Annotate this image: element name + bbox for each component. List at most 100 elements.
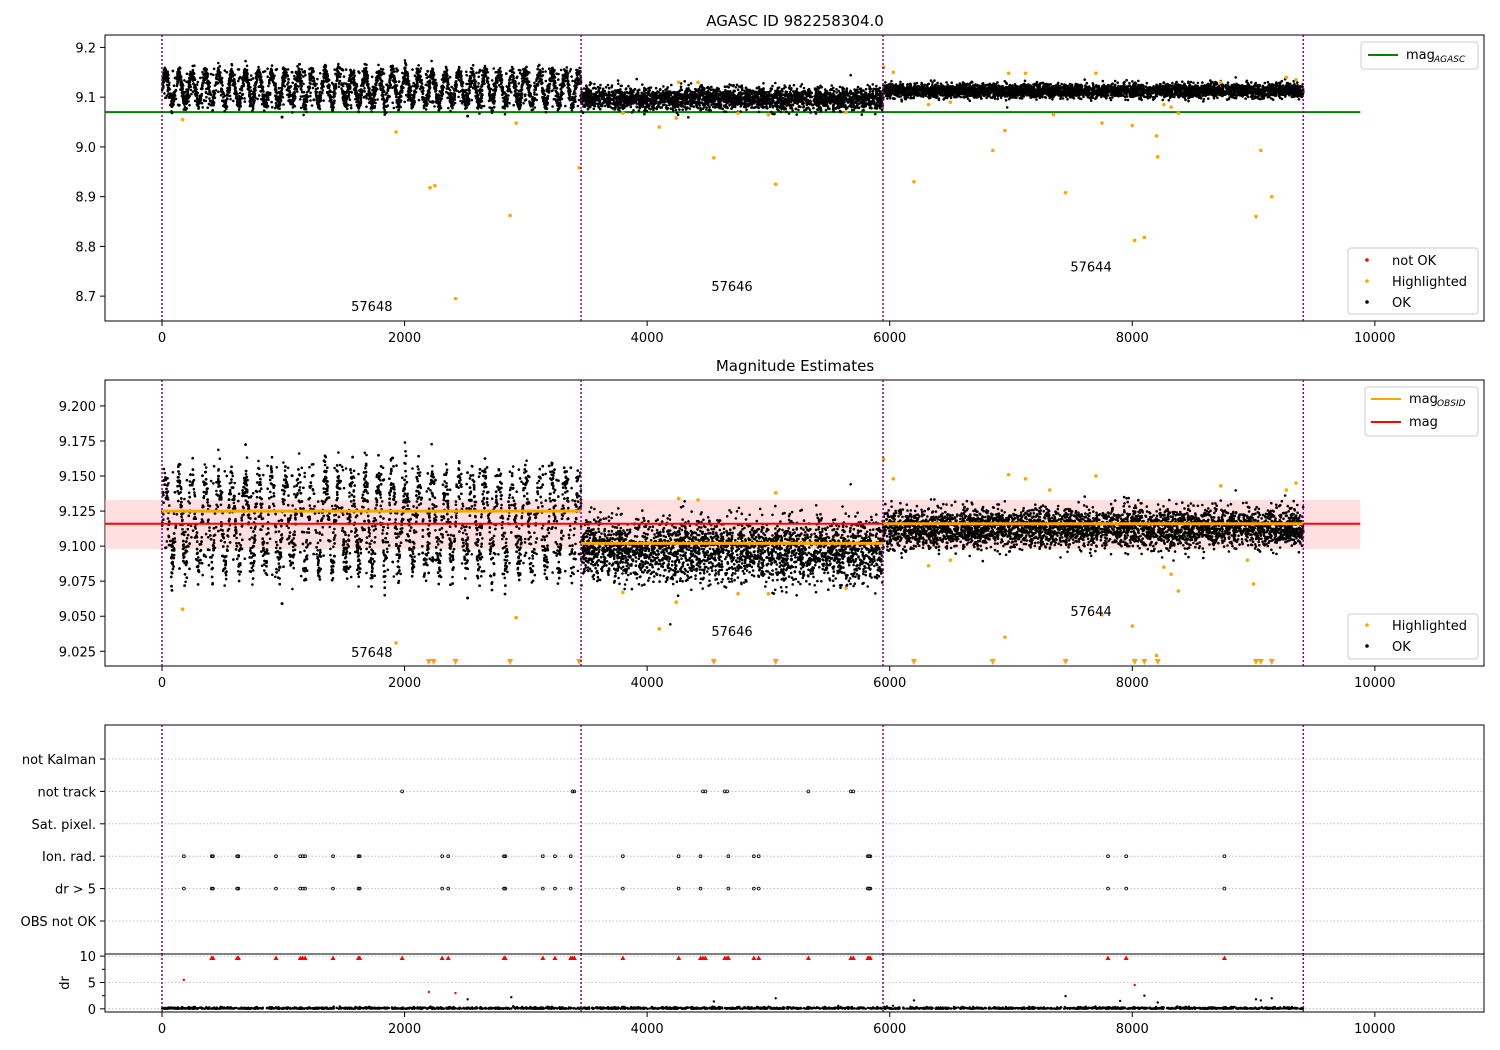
ok-point (454, 85, 458, 88)
ok-point (238, 91, 242, 95)
ok-point (362, 89, 365, 93)
ok-point (217, 90, 220, 94)
ok-point (495, 78, 498, 81)
ok-point (457, 68, 460, 71)
ok-point (232, 78, 236, 81)
ok-point (352, 79, 356, 83)
ok-point (471, 70, 475, 74)
ok-point (471, 86, 475, 90)
ok-point (277, 104, 281, 108)
ok-point (478, 100, 482, 103)
ok-point (494, 89, 497, 93)
ok-point (550, 67, 554, 70)
ok-point (373, 106, 376, 109)
ok-point (458, 79, 462, 82)
ok-point (530, 105, 534, 108)
ok-point (453, 101, 457, 105)
ok-point (195, 96, 199, 100)
ok-point (437, 93, 440, 96)
ok-point (271, 106, 274, 109)
ok-point (170, 111, 174, 115)
ok-point (240, 88, 244, 92)
ok-point (171, 101, 174, 105)
ok-point (366, 80, 369, 83)
ok-point (397, 80, 401, 83)
ok-point (508, 78, 511, 82)
ok-point (395, 70, 398, 73)
ok-point (611, 107, 614, 110)
ok-point (660, 106, 663, 109)
ok-point (405, 78, 409, 81)
ok-point (240, 96, 244, 100)
ok-point (551, 105, 554, 108)
ok-point (482, 104, 486, 108)
ok-point (387, 86, 391, 89)
ok-point (492, 83, 495, 86)
ok-point (511, 78, 515, 82)
ok-point (627, 84, 630, 88)
ok-point (450, 85, 453, 89)
ok-point (260, 102, 264, 106)
ok-point (551, 75, 555, 78)
ok-point (446, 79, 450, 83)
ok-point (308, 78, 312, 82)
ok-point (465, 73, 469, 77)
ok-point (377, 63, 380, 67)
ok-point (233, 82, 236, 86)
ok-point (257, 94, 261, 97)
ok-point (316, 87, 320, 90)
ok-point (533, 106, 537, 109)
ok-point (289, 85, 293, 88)
ok-point (624, 87, 628, 90)
ok-point (332, 96, 335, 99)
ok-point (492, 95, 496, 98)
ok-point (311, 70, 315, 74)
ok-point (186, 89, 190, 93)
ok-point (485, 76, 489, 80)
ok-point (252, 98, 256, 102)
ok-point (510, 81, 513, 84)
ok-point (219, 90, 223, 93)
ok-point (468, 89, 472, 92)
ok-point (347, 96, 351, 99)
ok-point (310, 104, 314, 107)
ok-point (575, 77, 578, 81)
ok-point (205, 95, 208, 99)
ok-point (282, 66, 285, 69)
ok-point (492, 102, 495, 105)
ok-point (267, 84, 270, 88)
ok-point (164, 96, 167, 100)
ok-point (419, 85, 423, 88)
ok-point (557, 107, 561, 110)
ok-point (363, 71, 366, 75)
ok-point (356, 97, 359, 101)
ok-point (185, 107, 189, 110)
ok-point (546, 95, 549, 99)
ok-point (433, 81, 437, 85)
ok-point (198, 101, 201, 105)
ok-point (635, 102, 638, 105)
ok-point (557, 78, 560, 81)
ok-point (382, 72, 386, 75)
ok-point (569, 68, 573, 71)
ok-point (255, 78, 259, 82)
ok-point (270, 100, 273, 104)
ok-point (386, 104, 390, 107)
ok-point (533, 93, 536, 96)
ok-point (321, 80, 325, 84)
ok-point (322, 76, 326, 80)
ok-point (257, 85, 261, 88)
ok-point (180, 84, 183, 88)
ok-point (451, 100, 455, 104)
ok-point (471, 63, 475, 67)
ok-point (314, 90, 317, 93)
ok-point (243, 100, 247, 103)
ok-point (501, 96, 505, 100)
ok-point (440, 85, 443, 88)
ok-point (223, 69, 227, 72)
ok-point (297, 76, 301, 79)
ok-point (674, 108, 678, 112)
ok-point (475, 71, 478, 75)
ok-point (461, 93, 465, 97)
ok-point (252, 101, 256, 105)
